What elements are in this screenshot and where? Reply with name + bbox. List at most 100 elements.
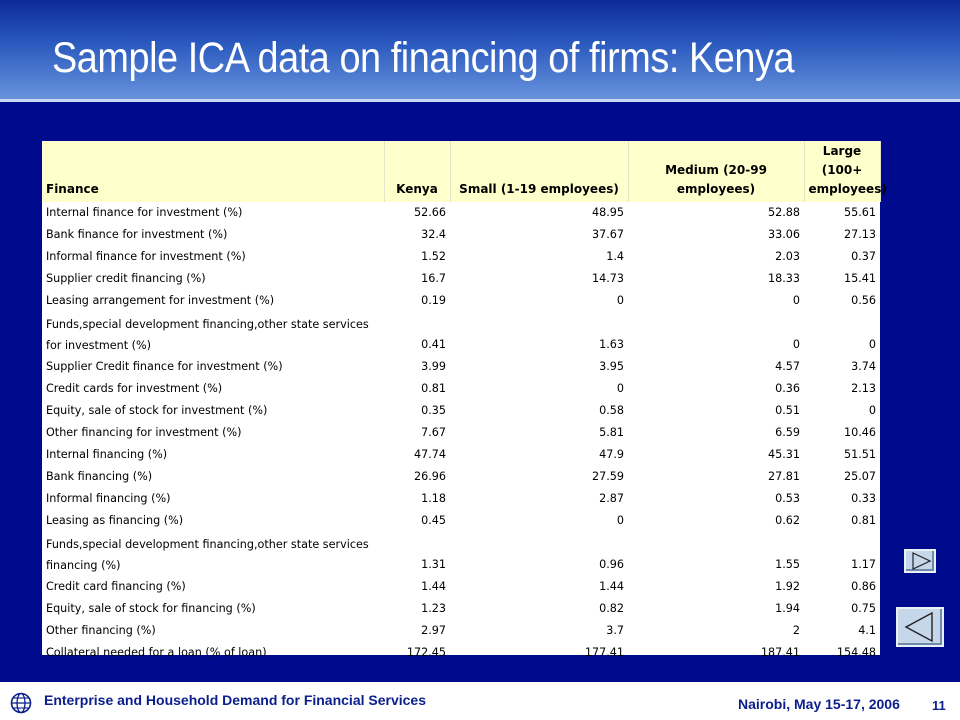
column-header-finance: Finance (42, 141, 385, 202)
table-row: Equity, sale of stock for investment (%)… (42, 400, 880, 422)
cell-small: 37.67 (591, 228, 624, 241)
cell-small: 2.87 (599, 492, 624, 505)
cell-medium: 4.57 (775, 360, 800, 373)
play-back-icon (904, 611, 933, 643)
globe-icon (10, 692, 32, 714)
table-body: Internal finance for investment (%) 52.66… (42, 202, 880, 664)
row-label: Supplier credit financing (%) (46, 272, 206, 285)
cell-medium: 27.81 (767, 470, 800, 483)
cell-small: 3.95 (599, 360, 624, 373)
cell-medium: 18.33 (767, 272, 800, 285)
row-label: Other financing (%) (46, 624, 156, 637)
cell-medium: 0.51 (775, 404, 800, 417)
cell-medium: 0 (792, 294, 800, 307)
cell-kenya: 1.31 (421, 558, 446, 571)
cell-small: 27.59 (591, 470, 624, 483)
row-label: Informal financing (%) (46, 492, 171, 505)
table-row: Supplier Credit finance for investment (… (42, 356, 880, 378)
row-label: Funds,special development financing,othe… (46, 538, 369, 572)
financing-table: Finance Kenya Small (1-19 employees) Med… (42, 141, 887, 664)
table-row: Internal finance for investment (%) 52.66… (42, 202, 880, 224)
table-row: Informal financing (%) 1.18 2.87 0.53 0.33 (42, 488, 880, 510)
cell-small: 0 (616, 294, 624, 307)
cell-small: 47.9 (599, 448, 624, 461)
cell-large: 0 (868, 338, 876, 351)
cell-kenya: 0.41 (421, 338, 446, 351)
cell-large: 25.07 (843, 470, 876, 483)
table-row: Leasing arrangement for investment (%) 0.… (42, 290, 880, 312)
cell-kenya: 32.4 (421, 228, 446, 241)
cell-kenya: 1.18 (421, 492, 446, 505)
cell-small: 0.96 (599, 558, 624, 571)
table-row: Leasing as financing (%) 0.45 0 0.62 0.81 (42, 510, 880, 532)
cell-medium: 45.31 (767, 448, 800, 461)
column-header-medium: Medium (20-99 employees) (628, 141, 805, 202)
table-row: Equity, sale of stock for financing (%) 1… (42, 598, 880, 620)
cell-large: 0.56 (851, 294, 876, 307)
cell-medium: 0.36 (775, 382, 800, 395)
cell-kenya: 1.23 (421, 602, 446, 615)
table-row: Credit cards for investment (%) 0.81 0 0.36… (42, 378, 880, 400)
cell-small: 1.4 (606, 250, 624, 263)
cell-small: 177.41 (584, 646, 624, 659)
table-row: Other financing (%) 2.97 3.7 2 4.1 (42, 620, 880, 642)
cell-kenya: 16.7 (421, 272, 446, 285)
row-label: Equity, sale of stock for investment (%) (46, 404, 268, 417)
cell-medium: 33.06 (767, 228, 800, 241)
cell-small: 0.58 (599, 404, 624, 417)
cell-small: 0 (616, 514, 624, 527)
table-row: Informal finance for investment (%) 1.52 1… (42, 246, 880, 268)
cell-small: 3.7 (606, 624, 624, 637)
cell-small: 5.81 (599, 426, 624, 439)
cell-large: 4.1 (858, 624, 876, 637)
cell-large: 0.37 (851, 250, 876, 263)
column-header-small: Small (1-19 employees) (450, 141, 629, 202)
cell-large: 154.48 (836, 646, 876, 659)
row-label: Credit cards for investment (%) (46, 382, 223, 395)
cell-large: 51.51 (843, 448, 876, 461)
row-label: Internal financing (%) (46, 448, 168, 461)
row-label: Leasing as financing (%) (46, 514, 184, 527)
cell-kenya: 26.96 (413, 470, 446, 483)
row-label: Other financing for investment (%) (46, 426, 242, 439)
table-row: Bank financing (%) 26.96 27.59 27.81 25.07 (42, 466, 880, 488)
cell-kenya: 0.81 (421, 382, 446, 395)
cell-medium: 1.94 (775, 602, 800, 615)
table-row: Supplier credit financing (%) 16.7 14.73 18… (42, 268, 880, 290)
cell-large: 0 (868, 404, 876, 417)
cell-large: 2.13 (851, 382, 876, 395)
cell-large: 55.61 (843, 206, 876, 219)
cell-kenya: 52.66 (413, 206, 446, 219)
cell-small: 14.73 (591, 272, 624, 285)
cell-medium: 187.41 (760, 646, 800, 659)
cell-small: 1.63 (599, 338, 624, 351)
cell-large: 15.41 (843, 272, 876, 285)
row-label: Bank finance for investment (%) (46, 228, 228, 241)
cell-medium: 2 (792, 624, 800, 637)
footer-presentation-title: Enterprise and Household Demand for Fina… (44, 692, 426, 708)
table-row: Funds,special development financing,othe… (42, 532, 880, 576)
play-forward-icon (912, 552, 932, 570)
row-label: Credit card financing (%) (46, 580, 186, 593)
cell-medium: 0.62 (775, 514, 800, 527)
cell-large: 1.17 (851, 558, 876, 571)
previous-slide-button[interactable] (896, 607, 944, 647)
cell-large: 27.13 (843, 228, 876, 241)
cell-large: 3.74 (851, 360, 876, 373)
table-row: Internal financing (%) 47.74 47.9 45.31 51.5… (42, 444, 880, 466)
cell-large: 0.75 (851, 602, 876, 615)
cell-kenya: 0.19 (421, 294, 446, 307)
row-label: Collateral needed for a loan (% of loan) (46, 646, 267, 659)
table-row: Credit card financing (%) 1.44 1.44 1.92 0.8… (42, 576, 880, 598)
slide-title: Sample ICA data on financing of firms: K… (52, 34, 795, 82)
row-label: Informal finance for investment (%) (46, 250, 246, 263)
column-header-large: Large (100+ employees) (804, 141, 887, 202)
next-slide-button[interactable] (904, 549, 936, 573)
table-row: Other financing for investment (%) 7.67 5.… (42, 422, 880, 444)
table-row: Funds,special development financing,othe… (42, 312, 880, 356)
page-number: 11 (932, 698, 946, 713)
cell-medium: 0.53 (775, 492, 800, 505)
cell-kenya: 47.74 (413, 448, 446, 461)
row-label: Supplier Credit finance for investment (… (46, 360, 283, 373)
cell-kenya: 2.97 (421, 624, 446, 637)
